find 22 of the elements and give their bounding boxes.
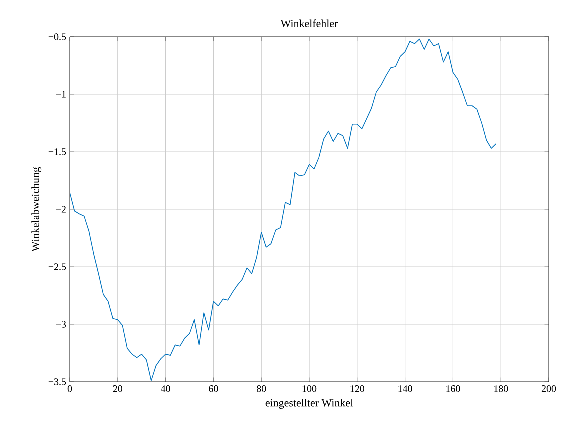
line-series	[70, 38, 497, 382]
x-tick-label: 100	[302, 386, 317, 392]
x-tick-label: 60	[209, 386, 218, 392]
x-tick-label: 0	[68, 386, 72, 392]
y-tick-label: −0.5	[48, 34, 66, 40]
x-axis-title: eingestellter Winkel	[266, 399, 354, 410]
y-tick-label: −1.5	[48, 148, 66, 156]
y-axis-title: Winkelabweichung	[32, 167, 42, 252]
x-tick-label: 160	[446, 386, 460, 392]
x-tick-label: 120	[350, 386, 365, 392]
y-tick-label: −2.5	[48, 264, 66, 270]
chart-title: Winkelfehler	[280, 20, 338, 28]
y-tick-label: −2	[56, 206, 66, 213]
x-tick-label: 180	[494, 386, 508, 392]
y-tick-label: −3.5	[48, 378, 66, 386]
x-tick-label: 200	[542, 386, 556, 392]
x-tick-label: 80	[256, 386, 266, 392]
y-tick-label: −1	[56, 91, 66, 98]
y-tick-label: −3	[56, 321, 66, 328]
x-tick-label: 20	[113, 386, 123, 392]
x-tick-label: 140	[398, 386, 412, 392]
x-tick-label: 40	[161, 386, 170, 392]
